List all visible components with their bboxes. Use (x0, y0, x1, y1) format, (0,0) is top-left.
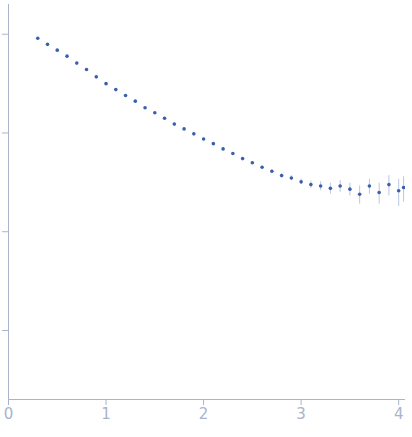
svg-text:1: 1 (101, 405, 111, 423)
svg-text:3: 3 (296, 405, 306, 423)
svg-text:4: 4 (394, 405, 404, 423)
svg-text:0: 0 (4, 405, 14, 423)
svg-text:2: 2 (199, 405, 209, 423)
